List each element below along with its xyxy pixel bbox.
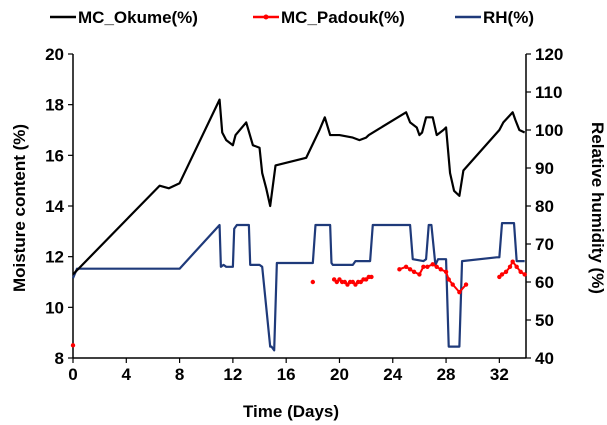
y-tick-label-right: 40: [535, 349, 554, 368]
data-point-mc-padouk: [403, 264, 409, 269]
series-line-mc-okume: [72, 98, 526, 276]
data-point-mc-padouk: [407, 267, 413, 272]
y-axis-title-left: Moisture content (%): [10, 124, 29, 292]
legend-label-padouk: MC_Padouk(%): [281, 8, 405, 27]
legend-item-rh: RH(%): [455, 8, 534, 27]
legend-label-okume: MC_Okume(%): [78, 8, 198, 27]
y-tick-label-left: 10: [45, 298, 64, 317]
data-point-mc-padouk: [463, 282, 469, 287]
x-tick-label: 20: [330, 365, 349, 384]
y-tick-label-right: 120: [535, 45, 563, 64]
x-tick-label: 28: [437, 365, 456, 384]
legend: MC_Okume(%) MC_Padouk(%) RH(%): [50, 8, 534, 27]
data-point-mc-padouk: [425, 264, 430, 269]
data-point-mc-padouk: [397, 267, 402, 272]
data-point-mc-padouk: [446, 277, 451, 282]
legend-item-okume: MC_Okume(%): [50, 8, 198, 27]
y-tick-label-left: 20: [45, 45, 64, 64]
data-point-mc-padouk: [438, 267, 443, 272]
y-tick-label-right: 50: [535, 311, 554, 330]
y-tick-label-left: 16: [45, 146, 64, 165]
data-point-mc-padouk: [518, 269, 523, 275]
y-tick-label-right: 100: [535, 121, 563, 140]
data-point-mc-padouk: [417, 272, 422, 277]
data-point-mc-padouk: [443, 269, 449, 275]
legend-item-padouk: MC_Padouk(%): [253, 8, 405, 27]
y-tick-label-left: 8: [55, 349, 64, 368]
y-tick-label-right: 110: [535, 83, 562, 102]
data-point-mc-padouk: [507, 264, 513, 269]
y-tick-label-right: 60: [535, 273, 554, 292]
x-tick-label: 12: [223, 365, 242, 384]
plot-area: [70, 98, 527, 352]
data-point-mc-padouk: [499, 272, 505, 277]
data-point-mc-padouk: [514, 264, 519, 269]
x-tick-label: 8: [175, 365, 184, 384]
data-point-mc-padouk: [457, 289, 462, 295]
data-point-mc-padouk: [411, 269, 417, 275]
y-tick-label-left: 12: [45, 248, 64, 267]
legend-marker-padouk: [263, 14, 269, 20]
data-point-mc-padouk: [70, 343, 76, 348]
series-line-rh: [71, 222, 525, 352]
data-point-mc-padouk: [430, 262, 435, 267]
data-point-mc-padouk: [522, 272, 527, 277]
x-tick-label: 0: [68, 365, 77, 384]
data-point-mc-padouk: [310, 279, 316, 285]
y-tick-label-left: 18: [45, 96, 64, 115]
x-tick-label: 16: [277, 365, 296, 384]
legend-label-rh: RH(%): [483, 8, 534, 27]
y-tick-label-left: 14: [45, 197, 64, 216]
x-tick-label: 4: [122, 365, 132, 384]
data-point-mc-padouk: [421, 264, 426, 269]
x-tick-label: 24: [383, 365, 402, 384]
y-tick-label-right: 70: [535, 235, 554, 254]
data-point-mc-padouk: [450, 282, 455, 287]
y-tick-label-right: 90: [535, 159, 554, 178]
x-tick-label: 32: [490, 365, 509, 384]
y-tick-label-right: 80: [535, 197, 554, 216]
data-point-mc-padouk: [510, 259, 515, 264]
y-axis-title-right: Relative humidity (%): [588, 122, 607, 294]
x-axis-title: Time (Days): [243, 402, 339, 421]
data-point-mc-padouk: [434, 264, 439, 269]
axes: 0 4 8 12 16 20 24 28 32 8 10 12 14 16 18 20 40 50 60 70 80 90…: [45, 45, 563, 384]
data-point-mc-padouk: [503, 269, 509, 275]
data-point-mc-padouk: [369, 274, 374, 280]
